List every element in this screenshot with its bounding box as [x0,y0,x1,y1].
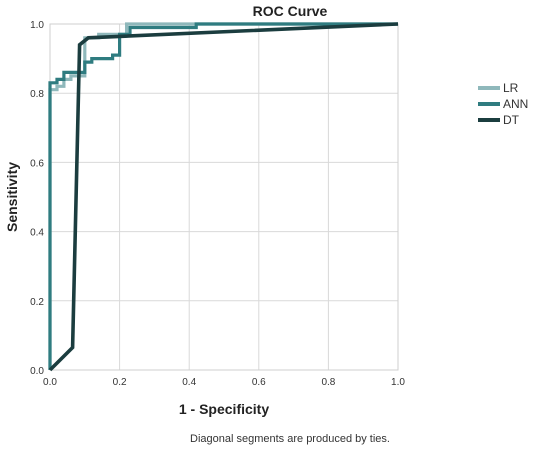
legend-label-dt: DT [503,113,520,127]
series-line-ann [48,22,398,370]
x-tick-label: 0.0 [43,377,57,388]
x-tick-label: 0.8 [321,377,335,388]
legend-label-ann: ANN [503,97,528,111]
y-tick-label: 0.0 [30,366,44,377]
series-line-lr [48,22,398,370]
footnote: Diagonal segments are produced by ties. [190,433,390,445]
x-tick-label: 0.4 [182,377,196,388]
y-tick-label: 0.8 [30,89,44,100]
series-layer [48,22,399,372]
chart-title: ROC Curve [253,3,328,19]
y-tick-label: 1.0 [30,20,44,31]
legend-label-lr: LR [503,81,519,95]
y-tick-label: 0.4 [30,228,44,239]
series-line-dt [48,22,399,372]
x-axis-label: 1 - Specificity [179,401,269,417]
x-tick-label: 0.2 [113,377,127,388]
y-tick-label: 0.2 [30,297,44,308]
x-tick-label: 0.6 [252,377,266,388]
y-tick-label: 0.6 [30,158,44,169]
tick-labels: 0.0 0.2 0.4 0.6 0.8 1.0 0.0 0.2 0.4 0.6 0.8 1.0 [30,20,405,388]
x-tick-label: 1.0 [391,377,405,388]
plot-frame [49,23,399,371]
y-axis-label: Sensitivity [4,162,20,232]
legend: LR ANN DT [478,81,528,127]
grid [49,23,399,371]
